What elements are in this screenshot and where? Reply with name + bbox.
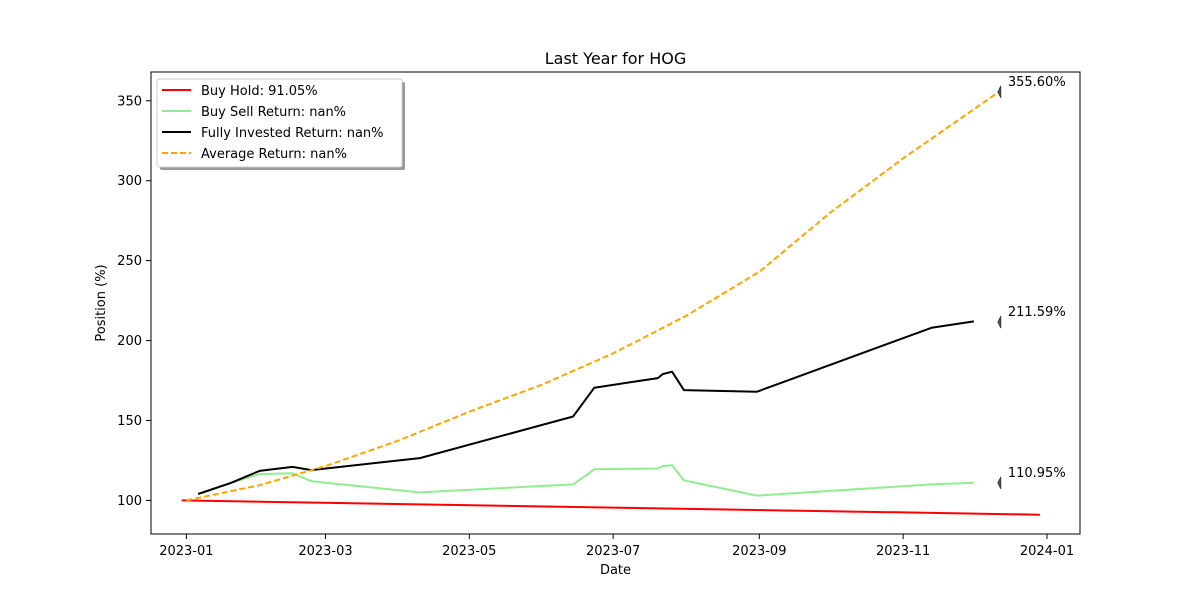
x-axis: 2023-01 2023-03 2023-05 2023-07 2023-09 2023-… — [159, 534, 1074, 559]
y-tick-label: 300 — [117, 174, 142, 189]
legend-label: Buy Hold: 91.05% — [201, 84, 318, 99]
series-line-buy-hold — [181, 499, 1040, 516]
x-tick-label: 2023-05 — [442, 544, 496, 559]
y-axis: 100 150 200 250 300 350 — [117, 94, 151, 509]
y-axis-label: Position (%) — [94, 264, 109, 341]
legend-label: Buy Sell Return: nan% — [201, 105, 346, 120]
x-axis-label: Date — [600, 563, 631, 578]
legend-items: Buy Hold: 91.05% Buy Sell Return: nan% Ful… — [162, 84, 384, 162]
plot-frame — [150, 71, 1081, 535]
y-tick-label: 150 — [117, 414, 142, 429]
y-tick-label: 100 — [117, 494, 142, 509]
annotation-label: 110.95% — [1008, 466, 1066, 481]
x-tick-label: 2023-01 — [159, 544, 213, 559]
series-line-fully-invested-return — [197, 320, 975, 495]
chart-title: Last Year for HOG — [545, 49, 686, 68]
legend: Buy Hold: 91.05% Buy Sell Return: nan% Ful… — [156, 78, 405, 170]
x-tick-label: 2023-11 — [876, 544, 930, 559]
series-line-average-return — [186, 90, 1001, 502]
x-tick-label: 2023-09 — [732, 544, 786, 559]
y-tick-label: 350 — [117, 94, 142, 109]
x-tick-label: 2024-01 — [1020, 544, 1074, 559]
x-tick-label: 2023-03 — [298, 544, 352, 559]
annotations: 355.60% 211.59% 110.95% — [997, 75, 1066, 490]
legend-label: Average Return: nan% — [201, 147, 347, 162]
annotation-arrow — [997, 315, 1002, 329]
y-tick-label: 250 — [117, 254, 142, 269]
series-line-buy-sell-return — [197, 464, 974, 497]
annotation-arrow — [997, 85, 1002, 99]
plot-layer — [181, 90, 1040, 516]
legend-label: Fully Invested Return: nan% — [201, 126, 384, 141]
x-tick-label: 2023-07 — [586, 544, 640, 559]
annotation-label: 211.59% — [1008, 305, 1066, 320]
annotation-label: 355.60% — [1008, 75, 1066, 90]
legend-box — [156, 78, 403, 168]
y-tick-label: 200 — [117, 334, 142, 349]
annotation-arrow — [997, 476, 1002, 490]
